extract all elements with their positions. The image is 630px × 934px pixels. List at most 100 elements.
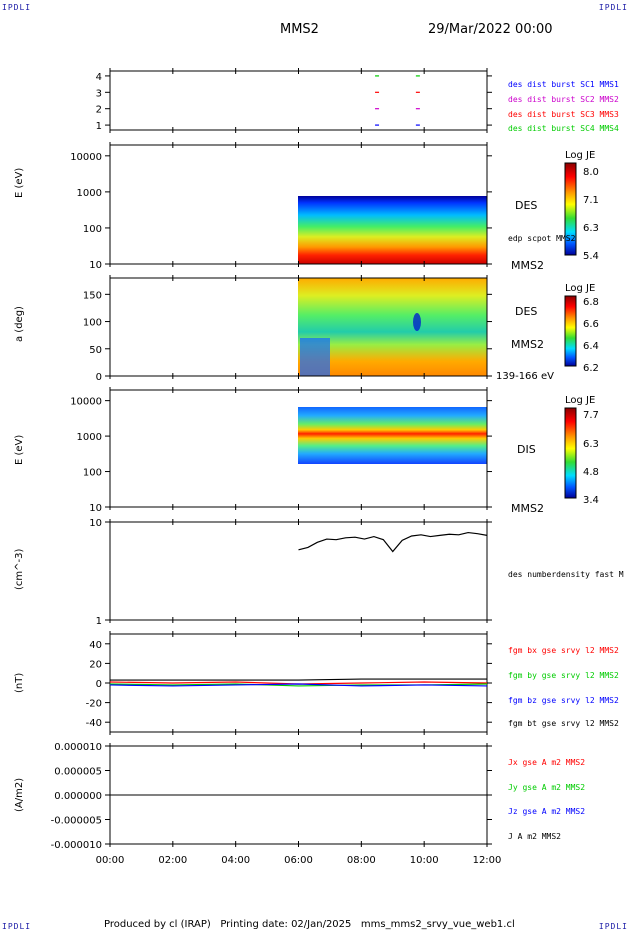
j-ytick: 0.000010 — [54, 742, 102, 753]
cbar-tick-dis-2: 6.3 — [583, 439, 599, 450]
instrument-label-des-energy: DES — [515, 199, 538, 212]
b-ytick: 0 — [96, 679, 102, 690]
cbar-tick-dis-4: 3.4 — [583, 495, 599, 506]
legend-jy: Jy gse A m2 MMS2 — [508, 783, 586, 792]
cbar-tick-pitch-4: 6.2 — [583, 363, 599, 374]
energy-ytick: 100 — [83, 468, 102, 479]
energy-ytick: 100 — [83, 224, 102, 235]
pitch-ytick: 150 — [83, 290, 102, 301]
energy-ytick: 10000 — [70, 152, 102, 163]
ylabel-des-energy: E (eV) — [14, 167, 25, 198]
energy-ytick: 10 — [89, 260, 102, 271]
legend-jz: Jz gse A m2 MMS2 — [508, 807, 586, 816]
ylabel-des-pitch: a (deg) — [14, 306, 25, 342]
dis-energy-spectrogram — [298, 407, 487, 464]
des-energy-spectrogram — [298, 196, 487, 264]
legend-jx: Jx gse A m2 MMS2 — [508, 758, 586, 767]
time-tick-label: 04:00 — [221, 855, 250, 866]
time-tick-label: 02:00 — [158, 855, 187, 866]
ylabel-density: (cm^-3) — [14, 548, 25, 590]
date-title: 29/Mar/2022 00:00 — [428, 22, 553, 37]
burst-ytick: 1 — [96, 121, 102, 132]
density-line — [298, 531, 488, 553]
energy-ytick: 10000 — [70, 397, 102, 408]
panel-density: 1 10 — [89, 518, 492, 627]
legend-burst-sc3: des dist burst SC3 MMS3 — [508, 110, 619, 119]
cbar-tick-dis-3: 4.8 — [583, 467, 599, 478]
legend-burst-sc2: des dist burst SC2 MMS2 — [508, 95, 619, 104]
cbar-tick-dis-1: 7.7 — [583, 410, 599, 421]
panel-dis-energy: 10 100 1000 10000 — [70, 389, 492, 514]
cbar-tick-des-2: 7.1 — [583, 195, 599, 206]
b-series-line — [109, 683, 488, 687]
colorbar-des-energy — [564, 162, 577, 256]
spacecraft-label-des-pitch: MMS2 — [511, 338, 544, 351]
pitch-blue-spot — [413, 313, 421, 331]
b-ytick: -20 — [86, 699, 102, 710]
time-tick-label: 10:00 — [410, 855, 439, 866]
density-ytick: 1 — [96, 616, 102, 627]
energy-range-label: 139-166 eV — [496, 371, 554, 382]
cbar-tick-des-4: 5.4 — [583, 251, 599, 262]
panel-des-pitch: 0 50 100 150 — [83, 277, 492, 383]
time-tick-label: 08:00 — [347, 855, 376, 866]
j-ytick: 0.000005 — [54, 767, 102, 778]
burst-ytick: 2 — [96, 105, 102, 116]
colorbar-des-pitch — [564, 295, 577, 367]
legend-bt: fgm bt gse srvy l2 MMS2 — [508, 719, 619, 728]
ylabel-dis-energy: E (eV) — [14, 434, 25, 465]
colorbar-title-dis-energy: Log JE — [565, 395, 596, 406]
corner-label-br: IPDLI — [598, 922, 628, 931]
pitch-ytick: 100 — [83, 318, 102, 329]
energy-ytick: 1000 — [77, 188, 102, 199]
legend-density: des numberdensity fast M — [508, 570, 624, 579]
cbar-tick-des-3: 6.3 — [583, 223, 599, 234]
legend-burst-sc4: des dist burst SC4 MMS4 — [508, 124, 619, 133]
colorbar-dis-energy — [564, 407, 577, 499]
cbar-tick-pitch-3: 6.4 — [583, 341, 599, 352]
time-axis: 00:00 02:00 04:00 06:00 08:00 10:00 12:00 — [96, 68, 502, 866]
colorbar-title-des-pitch: Log JE — [565, 283, 596, 294]
corner-label-bl: IPDLI — [2, 922, 32, 931]
pitch-ytick: 50 — [89, 345, 102, 356]
instrument-label-des-pitch: DES — [515, 305, 538, 318]
ylabel-current: (A/m2) — [14, 777, 25, 812]
legend-bz: fgm bz gse srvy l2 MMS2 — [508, 696, 619, 705]
b-series-line — [110, 678, 487, 681]
burst-ytick: 4 — [96, 72, 102, 83]
cbar-tick-pitch-2: 6.6 — [583, 319, 599, 330]
ylabel-b-field: (nT) — [14, 672, 25, 693]
legend-bx: fgm bx gse srvy l2 MMS2 — [508, 646, 619, 655]
energy-ytick: 1000 — [77, 432, 102, 443]
colorbar-title-des-energy: Log JE — [565, 150, 596, 161]
j-ytick: 0.000000 — [54, 791, 102, 802]
b-ytick: 40 — [89, 640, 102, 651]
cbar-tick-des-1: 8.0 — [583, 167, 599, 178]
panel-current: -0.000010 -0.000005 0.000000 0.000005 0.0000… — [51, 742, 492, 851]
time-tick-label: 00:00 — [96, 855, 125, 866]
b-ytick: 20 — [89, 659, 102, 670]
time-tick-label: 06:00 — [284, 855, 313, 866]
legend-burst-sc1: des dist burst SC1 MMS1 — [508, 80, 619, 89]
b-ytick: -40 — [86, 718, 102, 729]
j-ytick: -0.000005 — [51, 816, 102, 827]
footer-text: Produced by cl (IRAP) Printing date: 02/… — [104, 919, 515, 930]
panel-burst: 1 2 3 4 — [96, 70, 492, 132]
pitch-low-patch — [300, 338, 330, 376]
pitch-ytick: 0 — [96, 372, 102, 383]
spacecraft-label-dis-energy: MMS2 — [511, 502, 544, 515]
panel-b-field: -40 -20 0 20 40 — [86, 633, 492, 733]
time-tick-label: 12:00 — [473, 855, 502, 866]
legend-by: fgm by gse srvy l2 MMS2 — [508, 671, 619, 680]
burst-ytick: 3 — [96, 88, 102, 99]
panel-des-energy: 10 100 1000 10000 — [70, 144, 492, 271]
density-ytick: 10 — [89, 518, 102, 529]
legend-j: J A m2 MMS2 — [508, 832, 561, 841]
j-ytick: -0.000010 — [51, 840, 102, 851]
instrument-label-dis-energy: DIS — [517, 443, 536, 456]
spacecraft-title: MMS2 — [280, 22, 319, 37]
cbar-tick-pitch-1: 6.8 — [583, 297, 599, 308]
energy-ytick: 10 — [89, 503, 102, 514]
corner-label-tr: IPDLI — [598, 3, 628, 12]
